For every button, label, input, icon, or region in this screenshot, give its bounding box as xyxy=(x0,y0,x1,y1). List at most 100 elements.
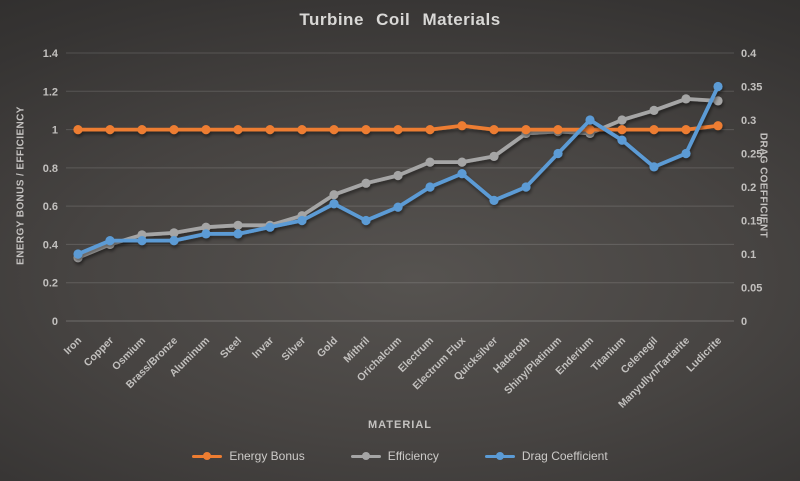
series-energy-bonus-marker xyxy=(425,125,435,135)
series-efficiency-marker xyxy=(649,105,659,115)
series-energy-bonus-marker xyxy=(457,121,467,131)
series-efficiency-marker xyxy=(681,94,691,104)
y-axis-tick-label-left: 0.6 xyxy=(43,201,58,213)
series-drag-coefficient-marker xyxy=(361,215,371,226)
y-axis-tick-label-left: 1.2 xyxy=(43,86,58,98)
series-drag-coefficient-marker xyxy=(201,229,211,239)
legend-item-energy-bonus: Energy Bonus xyxy=(192,449,305,463)
series-efficiency-marker xyxy=(713,96,723,106)
series-drag-coefficient-marker xyxy=(425,182,435,192)
series-drag-coefficient-marker xyxy=(73,249,83,259)
series-drag-coefficient-marker xyxy=(233,229,243,239)
x-axis-tick-label: Silver xyxy=(279,335,308,364)
series-efficiency-marker xyxy=(329,190,339,200)
series-energy-bonus-marker xyxy=(553,125,563,135)
series-energy-bonus-marker xyxy=(265,125,275,135)
x-axis-tick-label: Gold xyxy=(315,335,340,360)
x-axis-tick-label: Iron xyxy=(62,335,85,358)
series-drag-coefficient-marker xyxy=(169,236,179,246)
series-drag-coefficient-marker xyxy=(617,135,627,145)
x-axis-tick-label: Ludicrite xyxy=(684,335,724,375)
series-drag-coefficient-marker xyxy=(329,199,339,209)
y-axis-tick-label-right: 0.2 xyxy=(741,182,756,194)
series-drag-coefficient-marker xyxy=(553,148,563,159)
legend-label-energy-bonus: Energy Bonus xyxy=(229,449,305,463)
series-energy-bonus-marker xyxy=(521,125,531,135)
y-axis-tick-label-left: 1.4 xyxy=(43,48,59,60)
series-energy-bonus-marker xyxy=(73,125,83,135)
y-axis-tick-label-right: 0.1 xyxy=(741,249,756,261)
y-axis-tick-label-right: 0.3 xyxy=(741,115,756,127)
series-energy-bonus-marker xyxy=(105,125,115,135)
series-efficiency-marker xyxy=(233,220,243,230)
series-efficiency-marker xyxy=(169,228,179,238)
series-energy-bonus-marker xyxy=(201,125,211,135)
series-energy-bonus-marker xyxy=(137,125,147,135)
series-efficiency-marker xyxy=(617,115,627,125)
y-axis-tick-label-right: 0.4 xyxy=(741,48,757,60)
series-energy-bonus-marker xyxy=(489,125,499,135)
series-drag-coefficient-marker xyxy=(105,236,115,246)
series-energy-bonus xyxy=(73,121,723,135)
series-drag-coefficient-marker xyxy=(457,169,467,179)
legend-label-drag-coefficient: Drag Coefficient xyxy=(521,449,608,463)
y-axis-tick-label-right: 0 xyxy=(741,316,747,328)
series-efficiency-marker xyxy=(201,222,211,232)
series-energy-bonus-marker xyxy=(297,125,307,135)
series-energy-bonus-marker xyxy=(617,125,627,135)
legend-marker-efficiency xyxy=(350,452,381,460)
y-axis-tick-label-left: 1 xyxy=(52,125,58,137)
gridlines xyxy=(66,52,734,322)
series-energy-bonus-marker xyxy=(681,125,691,135)
y-axis-tick-label-right: 0.05 xyxy=(741,283,762,295)
series-drag-coefficient-marker xyxy=(649,162,659,172)
series-efficiency-marker xyxy=(489,151,499,161)
series-drag-coefficient-marker xyxy=(137,236,147,246)
legend-label-efficiency: Efficiency xyxy=(387,449,439,463)
y-axis-tick-label-left: 0 xyxy=(52,316,58,328)
series-efficiency xyxy=(73,94,723,263)
series-drag-coefficient-marker xyxy=(681,148,691,159)
x-axis-title: MATERIAL xyxy=(367,419,432,431)
series-energy-bonus-marker xyxy=(393,125,403,135)
series-energy-bonus-marker xyxy=(649,125,659,135)
series-layer xyxy=(73,81,723,263)
series-drag-coefficient-marker xyxy=(297,215,307,226)
series-drag-coefficient-marker xyxy=(521,182,531,192)
y-axis-right-title: DRAG COEFFICIENT xyxy=(757,132,769,239)
y-axis-tick-label-left: 0.8 xyxy=(43,163,58,175)
y-axis-left-ticks: 0 0.2 0.4 0.6 0.8 1 1.2 1.4 xyxy=(43,48,59,328)
y-axis-tick-label-left: 0.2 xyxy=(43,278,58,290)
y-axis-right-ticks: 0 0.05 0.1 0.15 0.2 0.25 0.3 0.35 0.4 xyxy=(741,48,762,328)
series-energy-bonus-marker xyxy=(233,125,243,135)
chart-legend: Energy Bonus Efficiency Drag Coefficient xyxy=(0,449,800,463)
x-axis-tick-label: Mithril xyxy=(341,335,372,366)
series-efficiency-marker xyxy=(457,157,467,167)
legend-marker-drag-coefficient xyxy=(484,452,515,460)
legend-marker-energy-bonus xyxy=(192,452,223,460)
x-axis-tick-label: Shiny/Platinum xyxy=(502,335,564,397)
series-drag-coefficient-marker xyxy=(265,222,275,232)
x-axis-tick-label: Invar xyxy=(250,335,276,361)
series-drag-coefficient-marker xyxy=(393,202,403,212)
series-drag-coefficient-marker xyxy=(489,195,499,205)
chart-title: Turbine Coil Materials xyxy=(299,10,501,29)
series-drag-coefficient-marker xyxy=(713,81,723,92)
series-efficiency-marker xyxy=(425,157,435,167)
series-energy-bonus-marker xyxy=(329,125,339,135)
series-energy-bonus-marker xyxy=(585,125,595,135)
series-energy-bonus-marker xyxy=(361,125,371,135)
y-axis-tick-label-right: 0.35 xyxy=(741,82,762,94)
y-axis-tick-label-right: 0.25 xyxy=(741,149,762,161)
legend-item-drag-coefficient: Drag Coefficient xyxy=(484,449,608,463)
x-axis-tick-label: Steel xyxy=(218,335,244,361)
series-efficiency-marker xyxy=(393,170,403,181)
series-drag-coefficient xyxy=(73,81,723,259)
series-energy-bonus-marker xyxy=(713,121,723,131)
y-axis-tick-label-left: 0.4 xyxy=(43,239,59,251)
y-axis-tick-label-right: 0.15 xyxy=(741,216,762,228)
y-axis-left-title: ENERGY BONUS / EFFICIENCY xyxy=(15,106,27,265)
